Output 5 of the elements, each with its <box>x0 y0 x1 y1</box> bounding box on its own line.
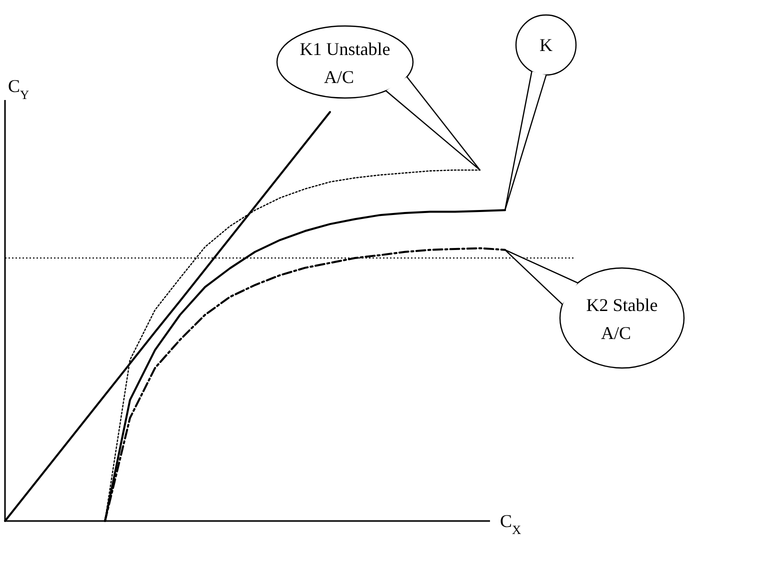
text: K1 Unstable A/C <box>300 39 390 87</box>
text: K <box>540 35 552 55</box>
x-axis-title: C$_{X}$ <box>500 511 522 537</box>
text: K2 Stable A/C <box>586 295 658 343</box>
y-axis-title: C$_{Y}$ <box>8 76 30 102</box>
